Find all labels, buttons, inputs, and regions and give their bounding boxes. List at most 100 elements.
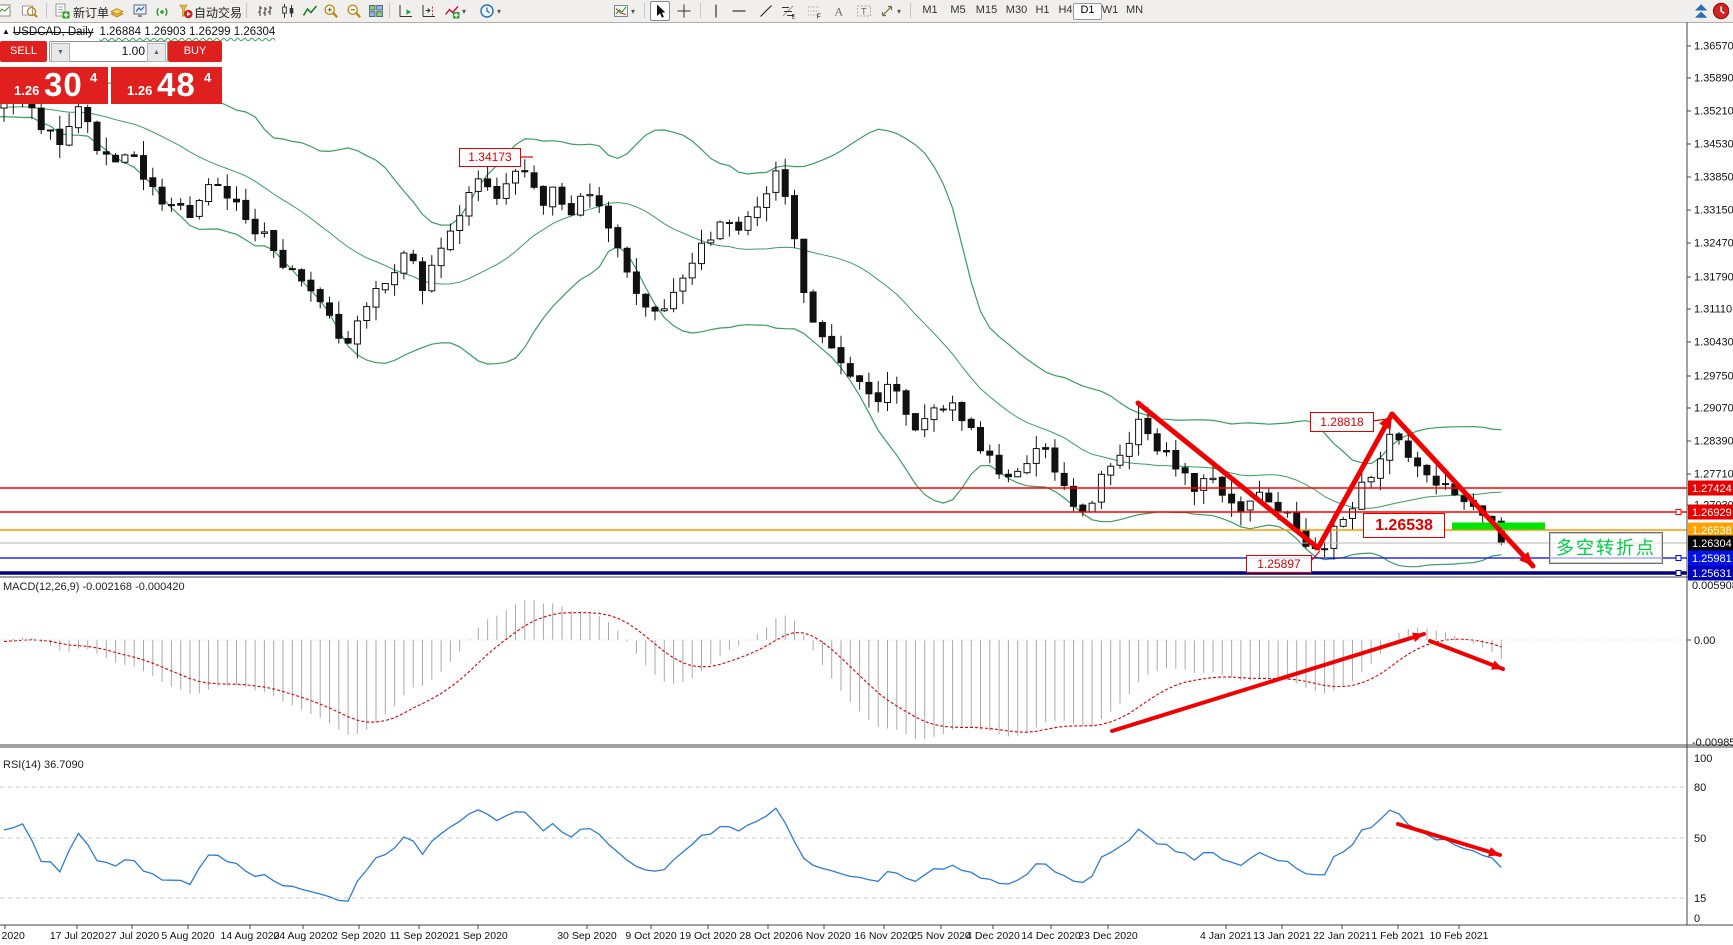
chart-shift-icon[interactable] <box>420 2 438 20</box>
volume-input[interactable]: ▼ 1.00 ▲ <box>49 41 168 62</box>
text-tool-icon[interactable]: A <box>830 2 848 20</box>
crosshair-icon[interactable] <box>675 2 693 20</box>
indicators-dropdown-caret[interactable]: ▾ <box>462 7 467 16</box>
price-badge-label: 1.25631 <box>1692 568 1732 580</box>
period-clock-dropdown-caret[interactable]: ▾ <box>497 7 502 16</box>
bar-chart-icon[interactable] <box>256 2 274 20</box>
shapes-icon[interactable] <box>878 2 896 20</box>
timeframe-button-H4[interactable]: H4 <box>1058 4 1073 16</box>
sell-button[interactable]: SELL <box>0 41 47 62</box>
trend-arrow-line <box>1110 632 1426 733</box>
toolbar-separator <box>700 3 701 18</box>
rsi-level-label: 0 <box>1694 913 1700 925</box>
templates-dropdown-caret[interactable]: ▾ <box>631 7 636 16</box>
x-axis-date-label: 19 Oct 2020 <box>679 930 736 942</box>
toolbar-separator <box>910 3 911 18</box>
timeframe-button-D1[interactable]: D1 <box>1073 3 1102 20</box>
vline-icon[interactable] <box>707 2 725 20</box>
volume-increase-button[interactable]: ▲ <box>147 43 166 62</box>
chart-window-icon[interactable] <box>0 2 13 20</box>
fibo-icon[interactable]: E <box>779 2 797 21</box>
autotrading-icon[interactable] <box>176 2 194 20</box>
sell-price-big: 30 <box>44 66 83 103</box>
indicators-icon[interactable] <box>443 2 461 20</box>
volume-value[interactable]: 1.00 <box>121 44 145 58</box>
trend-arrow-head <box>1379 414 1392 430</box>
trend-arrow-line <box>1315 411 1395 551</box>
period-clock-icon[interactable] <box>478 2 496 20</box>
candlesticks <box>0 87 1505 560</box>
trend-arrow-line <box>1389 411 1536 569</box>
buy-button[interactable]: BUY <box>168 41 222 62</box>
rsi-level-label: 15 <box>1694 893 1706 905</box>
timeframe-button-M1[interactable]: M1 <box>922 4 938 16</box>
history-center-icon[interactable] <box>108 2 126 20</box>
timeframe-button-H1[interactable]: H1 <box>1035 4 1050 16</box>
buy-price-big: 48 <box>157 66 196 103</box>
chart-marker-icon: ▲ <box>2 27 10 36</box>
sell-price-sup: 4 <box>90 70 98 85</box>
candle-chart-icon[interactable] <box>279 2 297 20</box>
market-watch-icon[interactable] <box>131 2 149 20</box>
trendline-icon[interactable] <box>757 2 775 20</box>
timeframe-button-MN[interactable]: MN <box>1125 4 1144 16</box>
hline-icon[interactable] <box>730 2 748 20</box>
note-box-turning-point[interactable]: 多空转折点 <box>1549 532 1663 564</box>
x-axis-date-label: 11 Sep 2020 <box>390 930 449 942</box>
line-chart-icon[interactable] <box>301 2 319 20</box>
trend-arrow-head <box>1519 551 1533 566</box>
window-icons <box>1689 2 1730 25</box>
price-badge <box>1688 522 1733 538</box>
label-tool-icon[interactable]: T <box>855 2 873 20</box>
timeframe-button-M15[interactable]: M15 <box>975 4 998 16</box>
buy-price-tile[interactable]: 1.26 48 4 <box>111 66 222 104</box>
toolbar-separator <box>246 3 247 18</box>
auto-scroll-icon[interactable] <box>397 2 415 20</box>
quick-preview-icon[interactable] <box>21 2 39 20</box>
tile-windows-icon[interactable] <box>367 2 385 20</box>
price-label-1.34173[interactable]: 1.34173 <box>459 148 521 167</box>
price-label-1.28818[interactable]: 1.28818 <box>1310 412 1374 432</box>
trend-arrow-head <box>1412 632 1424 642</box>
price-label-1.26538[interactable]: 1.26538 <box>1363 513 1445 538</box>
zoom-out-icon[interactable] <box>345 2 363 20</box>
templates-icon[interactable] <box>612 2 630 20</box>
price-badge <box>1688 565 1733 581</box>
price-badge <box>1688 480 1733 496</box>
sell-price-tile[interactable]: 1.26 30 4 <box>0 66 108 104</box>
price-badge <box>1688 535 1733 551</box>
x-axis-date-label: 4 Jan 2021 <box>1200 930 1252 942</box>
new-order-label[interactable]: 新订单 <box>73 6 110 20</box>
rsi-label: RSI(14) 36.7090 <box>3 759 84 771</box>
x-axis-date-label: 24 Aug 2020 <box>274 930 333 942</box>
line-handle <box>1675 555 1682 561</box>
cursor-icon[interactable] <box>650 1 670 21</box>
price-badge <box>1688 550 1733 566</box>
new-order-icon[interactable] <box>53 2 71 20</box>
autotrading-label[interactable]: 自动交易 <box>194 6 243 20</box>
y-axis-tick-label: 1.32470 <box>1694 238 1733 250</box>
timeframe-button-M30[interactable]: M30 <box>1005 4 1028 16</box>
clock-red-icon[interactable] <box>1711 2 1730 20</box>
y-axis-tick-label: 1.30430 <box>1694 337 1733 349</box>
price-label-1.25897[interactable]: 1.25897 <box>1246 555 1312 573</box>
x-axis-date-label: 2 Sep 2020 <box>332 930 386 942</box>
channels-icon[interactable]: F <box>805 2 823 21</box>
timeframe-button-W1[interactable]: W1 <box>1101 4 1119 16</box>
svg-text:T: T <box>861 7 867 17</box>
x-axis-date-label: 1 Feb 2021 <box>1371 930 1424 942</box>
signals-icon[interactable] <box>153 2 171 20</box>
rsi-level-label: 50 <box>1694 833 1706 845</box>
x-axis-date-label: 5 Aug 2020 <box>161 930 214 942</box>
x-axis-date-label: 17 Jul 2020 <box>50 930 104 942</box>
macd-signal-line <box>3 612 1502 733</box>
shapes-dropdown-caret[interactable]: ▾ <box>897 7 902 16</box>
timeframe-button-M5[interactable]: M5 <box>950 4 966 16</box>
volume-decrease-button[interactable]: ▼ <box>51 43 70 62</box>
y-axis-tick-label: 1.33850 <box>1694 172 1733 184</box>
scroll-up-icon[interactable] <box>1691 2 1709 20</box>
zoom-in-icon[interactable] <box>322 2 340 20</box>
